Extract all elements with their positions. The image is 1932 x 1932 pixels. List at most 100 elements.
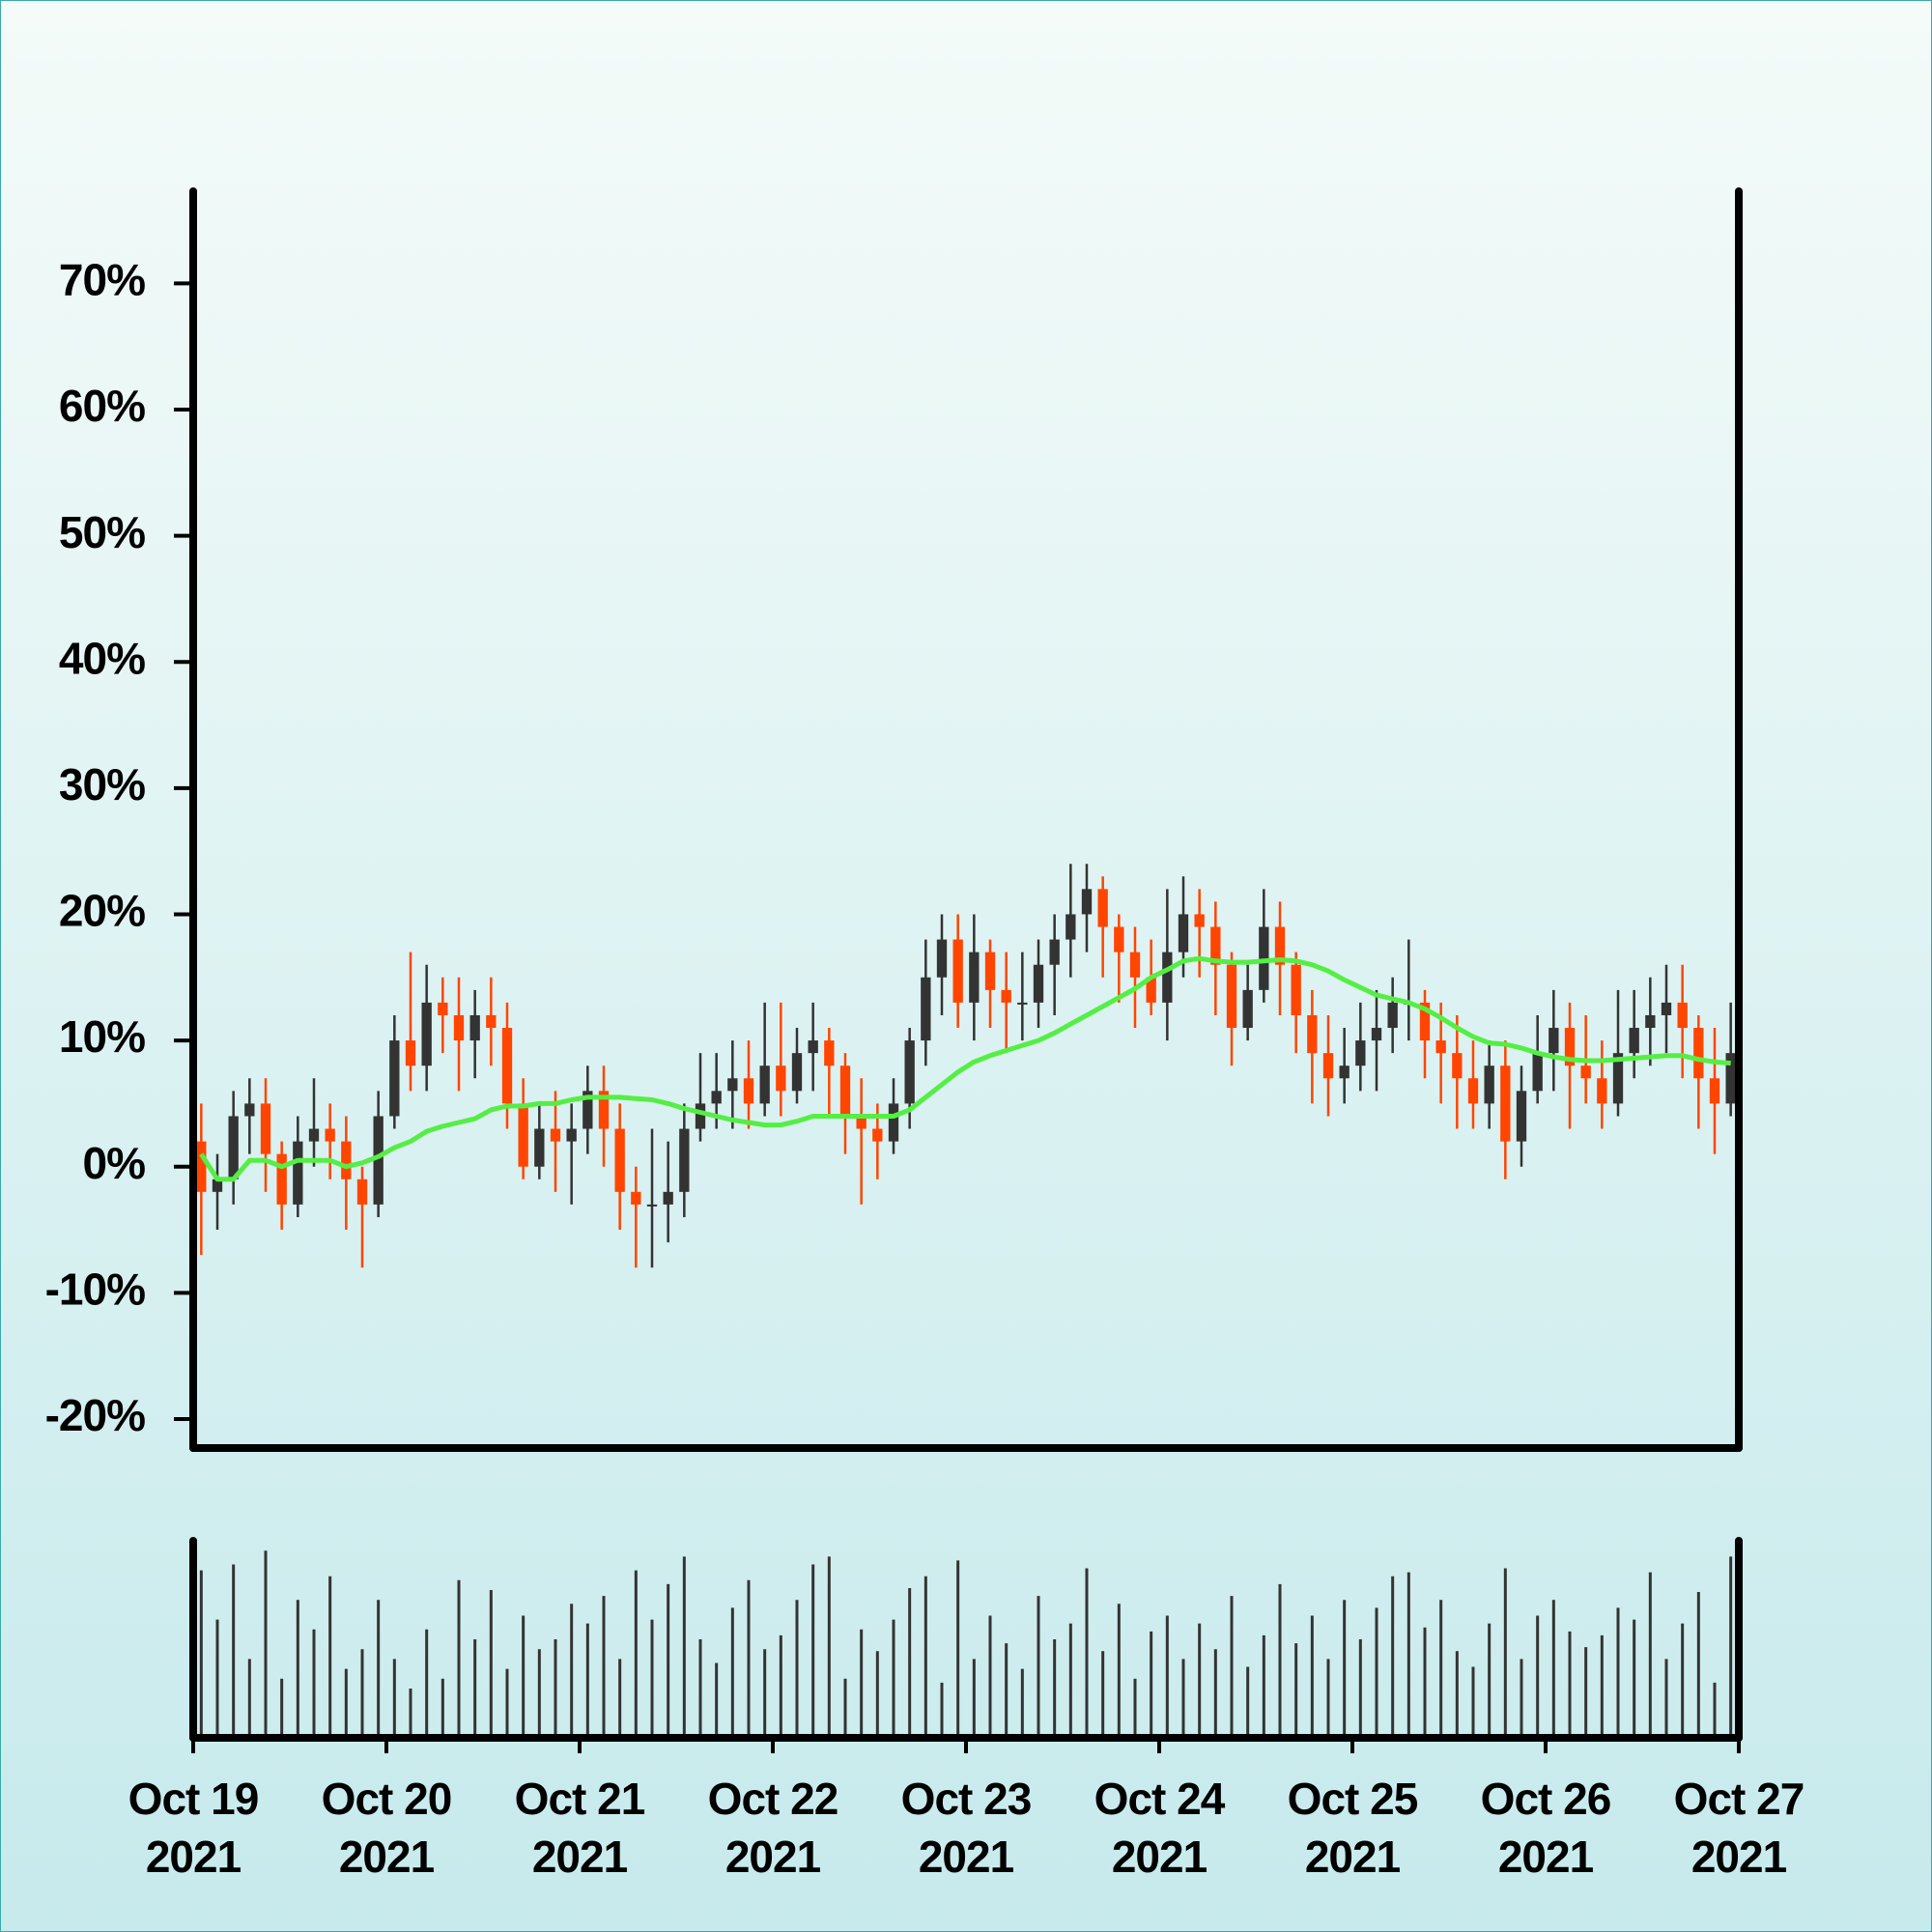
x-tick-label: 2021 [1498, 1832, 1594, 1882]
y-tick-label: 20% [59, 886, 145, 936]
candle-body [228, 1116, 239, 1179]
candle-body [518, 1103, 528, 1167]
candle-body [598, 1091, 610, 1129]
candle-body [695, 1103, 706, 1129]
candle-body [325, 1128, 335, 1142]
candle-body [679, 1128, 690, 1192]
candle-body [1114, 926, 1124, 952]
candle-body [1049, 939, 1060, 965]
candle-body [1259, 926, 1269, 990]
candle-body [486, 1014, 497, 1029]
candle-body [921, 977, 931, 1041]
candle-body [1580, 1065, 1591, 1079]
candle-body [711, 1091, 722, 1104]
candle-body [1467, 1078, 1479, 1104]
x-tick-label: Oct 24 [1094, 1774, 1226, 1824]
y-tick-label: 0% [83, 1138, 146, 1188]
x-tick-label: 2021 [146, 1832, 242, 1882]
candle-body [276, 1153, 287, 1205]
x-tick-label: Oct 21 [515, 1774, 645, 1824]
candle-body [566, 1128, 577, 1142]
candle-body [936, 939, 948, 978]
candle-body [1146, 977, 1156, 1003]
candle-body [969, 952, 980, 1003]
candle-body [631, 1191, 641, 1205]
candle-body [1693, 1028, 1704, 1079]
candle-body [904, 1040, 915, 1104]
x-tick-label: Oct 19 [128, 1774, 259, 1824]
candle-body [260, 1103, 271, 1154]
candle-body [1162, 952, 1173, 1003]
candle-body [308, 1128, 320, 1142]
candle-body [1274, 926, 1286, 965]
candle-body [469, 1014, 480, 1041]
x-tick-label: Oct 26 [1481, 1774, 1611, 1824]
y-tick-label: 50% [59, 507, 145, 557]
candle-body [1709, 1078, 1720, 1104]
candle-body [1033, 964, 1044, 1003]
candle-body [212, 1179, 223, 1192]
candle-body [1226, 964, 1237, 1029]
candle-body [1435, 1040, 1446, 1054]
candle-body [550, 1128, 561, 1142]
candle-body [872, 1128, 883, 1142]
candle-body [984, 952, 996, 990]
candle-body [244, 1103, 255, 1117]
candle-body [1307, 1014, 1318, 1054]
candle-body [1371, 1028, 1382, 1041]
candle-body [356, 1179, 368, 1205]
x-tick-label: Oct 25 [1288, 1774, 1418, 1824]
candle-body [1065, 914, 1076, 940]
candle-body [582, 1091, 593, 1129]
y-tick-label: 10% [59, 1011, 145, 1062]
candle-body [1419, 1002, 1431, 1041]
candle-body [1597, 1078, 1607, 1104]
candle-body [341, 1141, 352, 1179]
candle-body [743, 1078, 754, 1104]
x-tick-label: 2021 [532, 1832, 628, 1882]
candle-body [759, 1065, 770, 1104]
x-tick-label: 2021 [1691, 1832, 1787, 1882]
candle-body [1387, 1002, 1398, 1029]
candle-body [1452, 1053, 1463, 1079]
candle-body [196, 1141, 207, 1192]
y-tick-label: 70% [59, 255, 145, 305]
candle-body [952, 939, 963, 1003]
candle-body [839, 1065, 851, 1117]
candle-body [888, 1103, 899, 1142]
candle-body [1129, 952, 1141, 978]
candle-body [1322, 1053, 1334, 1079]
candle-body [646, 1204, 658, 1207]
candle-body [1339, 1065, 1350, 1079]
candle-body [1178, 914, 1189, 952]
candle-body [727, 1078, 738, 1092]
candle-body [438, 1002, 448, 1015]
candle-body [421, 1002, 432, 1066]
candle-body [1242, 989, 1253, 1029]
candle-body [389, 1040, 400, 1117]
candle-body [1661, 1002, 1672, 1015]
candle-body [1081, 889, 1093, 915]
candle-body [373, 1116, 384, 1205]
candle-body [1725, 1053, 1736, 1104]
x-tick-label: 2021 [1112, 1832, 1208, 1882]
candle-body [1097, 889, 1108, 927]
x-tick-label: 2021 [1305, 1832, 1401, 1882]
candle-body [1210, 926, 1221, 965]
y-tick-label: 40% [59, 633, 145, 683]
candle-body [405, 1040, 416, 1066]
candle-body [614, 1128, 625, 1192]
candle-body [1612, 1053, 1624, 1104]
candle-body [824, 1040, 835, 1066]
x-tick-label: 2021 [339, 1832, 435, 1882]
x-tick-label: Oct 20 [322, 1774, 452, 1824]
candle-body [1194, 914, 1205, 927]
candle-body [1516, 1091, 1527, 1142]
candle-body [1532, 1053, 1543, 1092]
candle-body [1017, 1002, 1028, 1005]
candle-body [1677, 1002, 1688, 1029]
y-tick-label: 60% [59, 381, 145, 431]
candle-body [1645, 1014, 1656, 1029]
